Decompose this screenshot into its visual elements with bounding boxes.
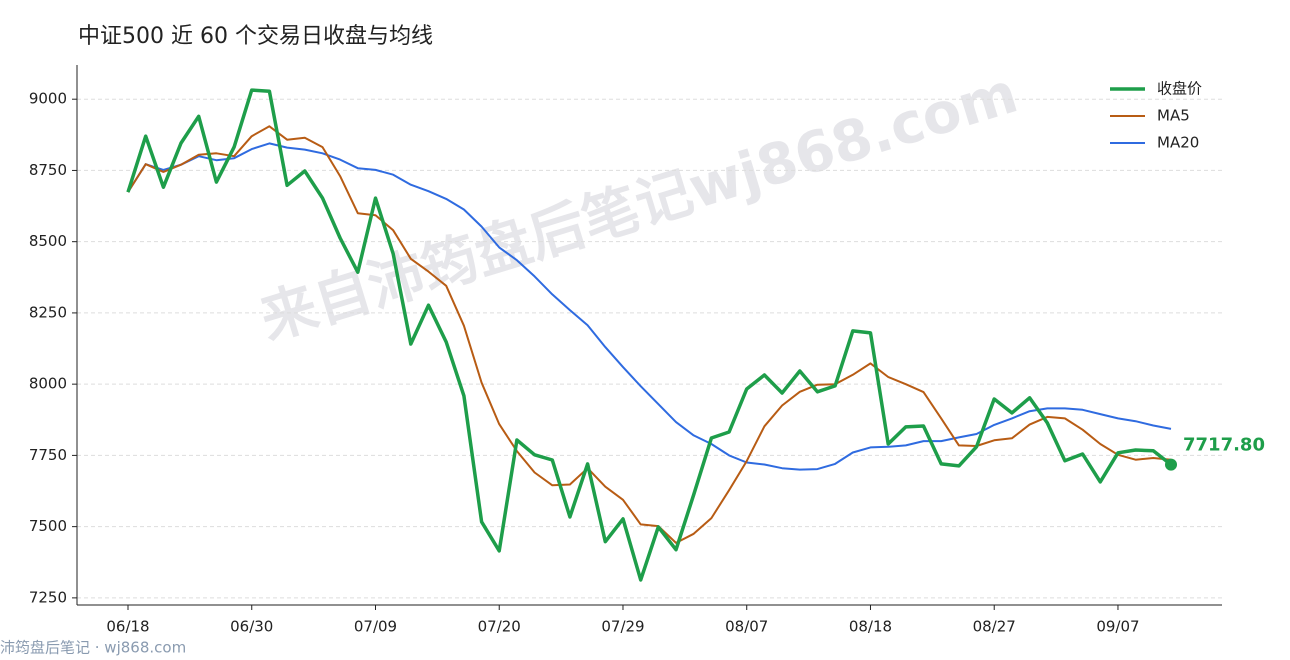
line-0 (126, 88, 1173, 582)
line-2 (127, 142, 1172, 471)
x-tick-label: 06/18 (106, 618, 149, 636)
x-tick-label: 07/20 (478, 618, 521, 636)
watermark: 来自沛筠盘后笔记wj868.com (253, 61, 1025, 353)
x-tick-label: 08/07 (725, 618, 768, 636)
legend-label: 收盘价 (1157, 80, 1202, 98)
x-tick-label: 07/09 (354, 618, 397, 636)
legend-label: MA20 (1157, 134, 1199, 152)
y-tick-label: 7250 (29, 588, 67, 606)
y-tick-label: 8250 (29, 303, 67, 321)
y-tick-label: 8500 (29, 232, 67, 250)
source: 沛筠盘后笔记 · wj868.com (0, 639, 186, 657)
chart-title: 中证500 近 60 个交易日收盘与均线 (78, 24, 433, 49)
y-tick-label: 7750 (29, 446, 67, 464)
x-tick-label: 07/29 (601, 618, 644, 636)
x-tick-label: 09/07 (1096, 618, 1139, 636)
last-point (1165, 458, 1177, 471)
legend-label: MA5 (1157, 107, 1190, 125)
line-1 (127, 125, 1172, 544)
last-label: 7717.80 (1183, 435, 1265, 456)
y-tick-label: 8750 (29, 161, 67, 179)
y-tick-label: 9000 (29, 90, 67, 108)
y-tick-label: 8000 (29, 375, 67, 393)
x-tick-label: 08/27 (973, 618, 1016, 636)
y-tick-label: 7500 (29, 517, 67, 535)
x-tick-label: 06/30 (230, 618, 273, 636)
x-tick-label: 08/18 (849, 618, 892, 636)
